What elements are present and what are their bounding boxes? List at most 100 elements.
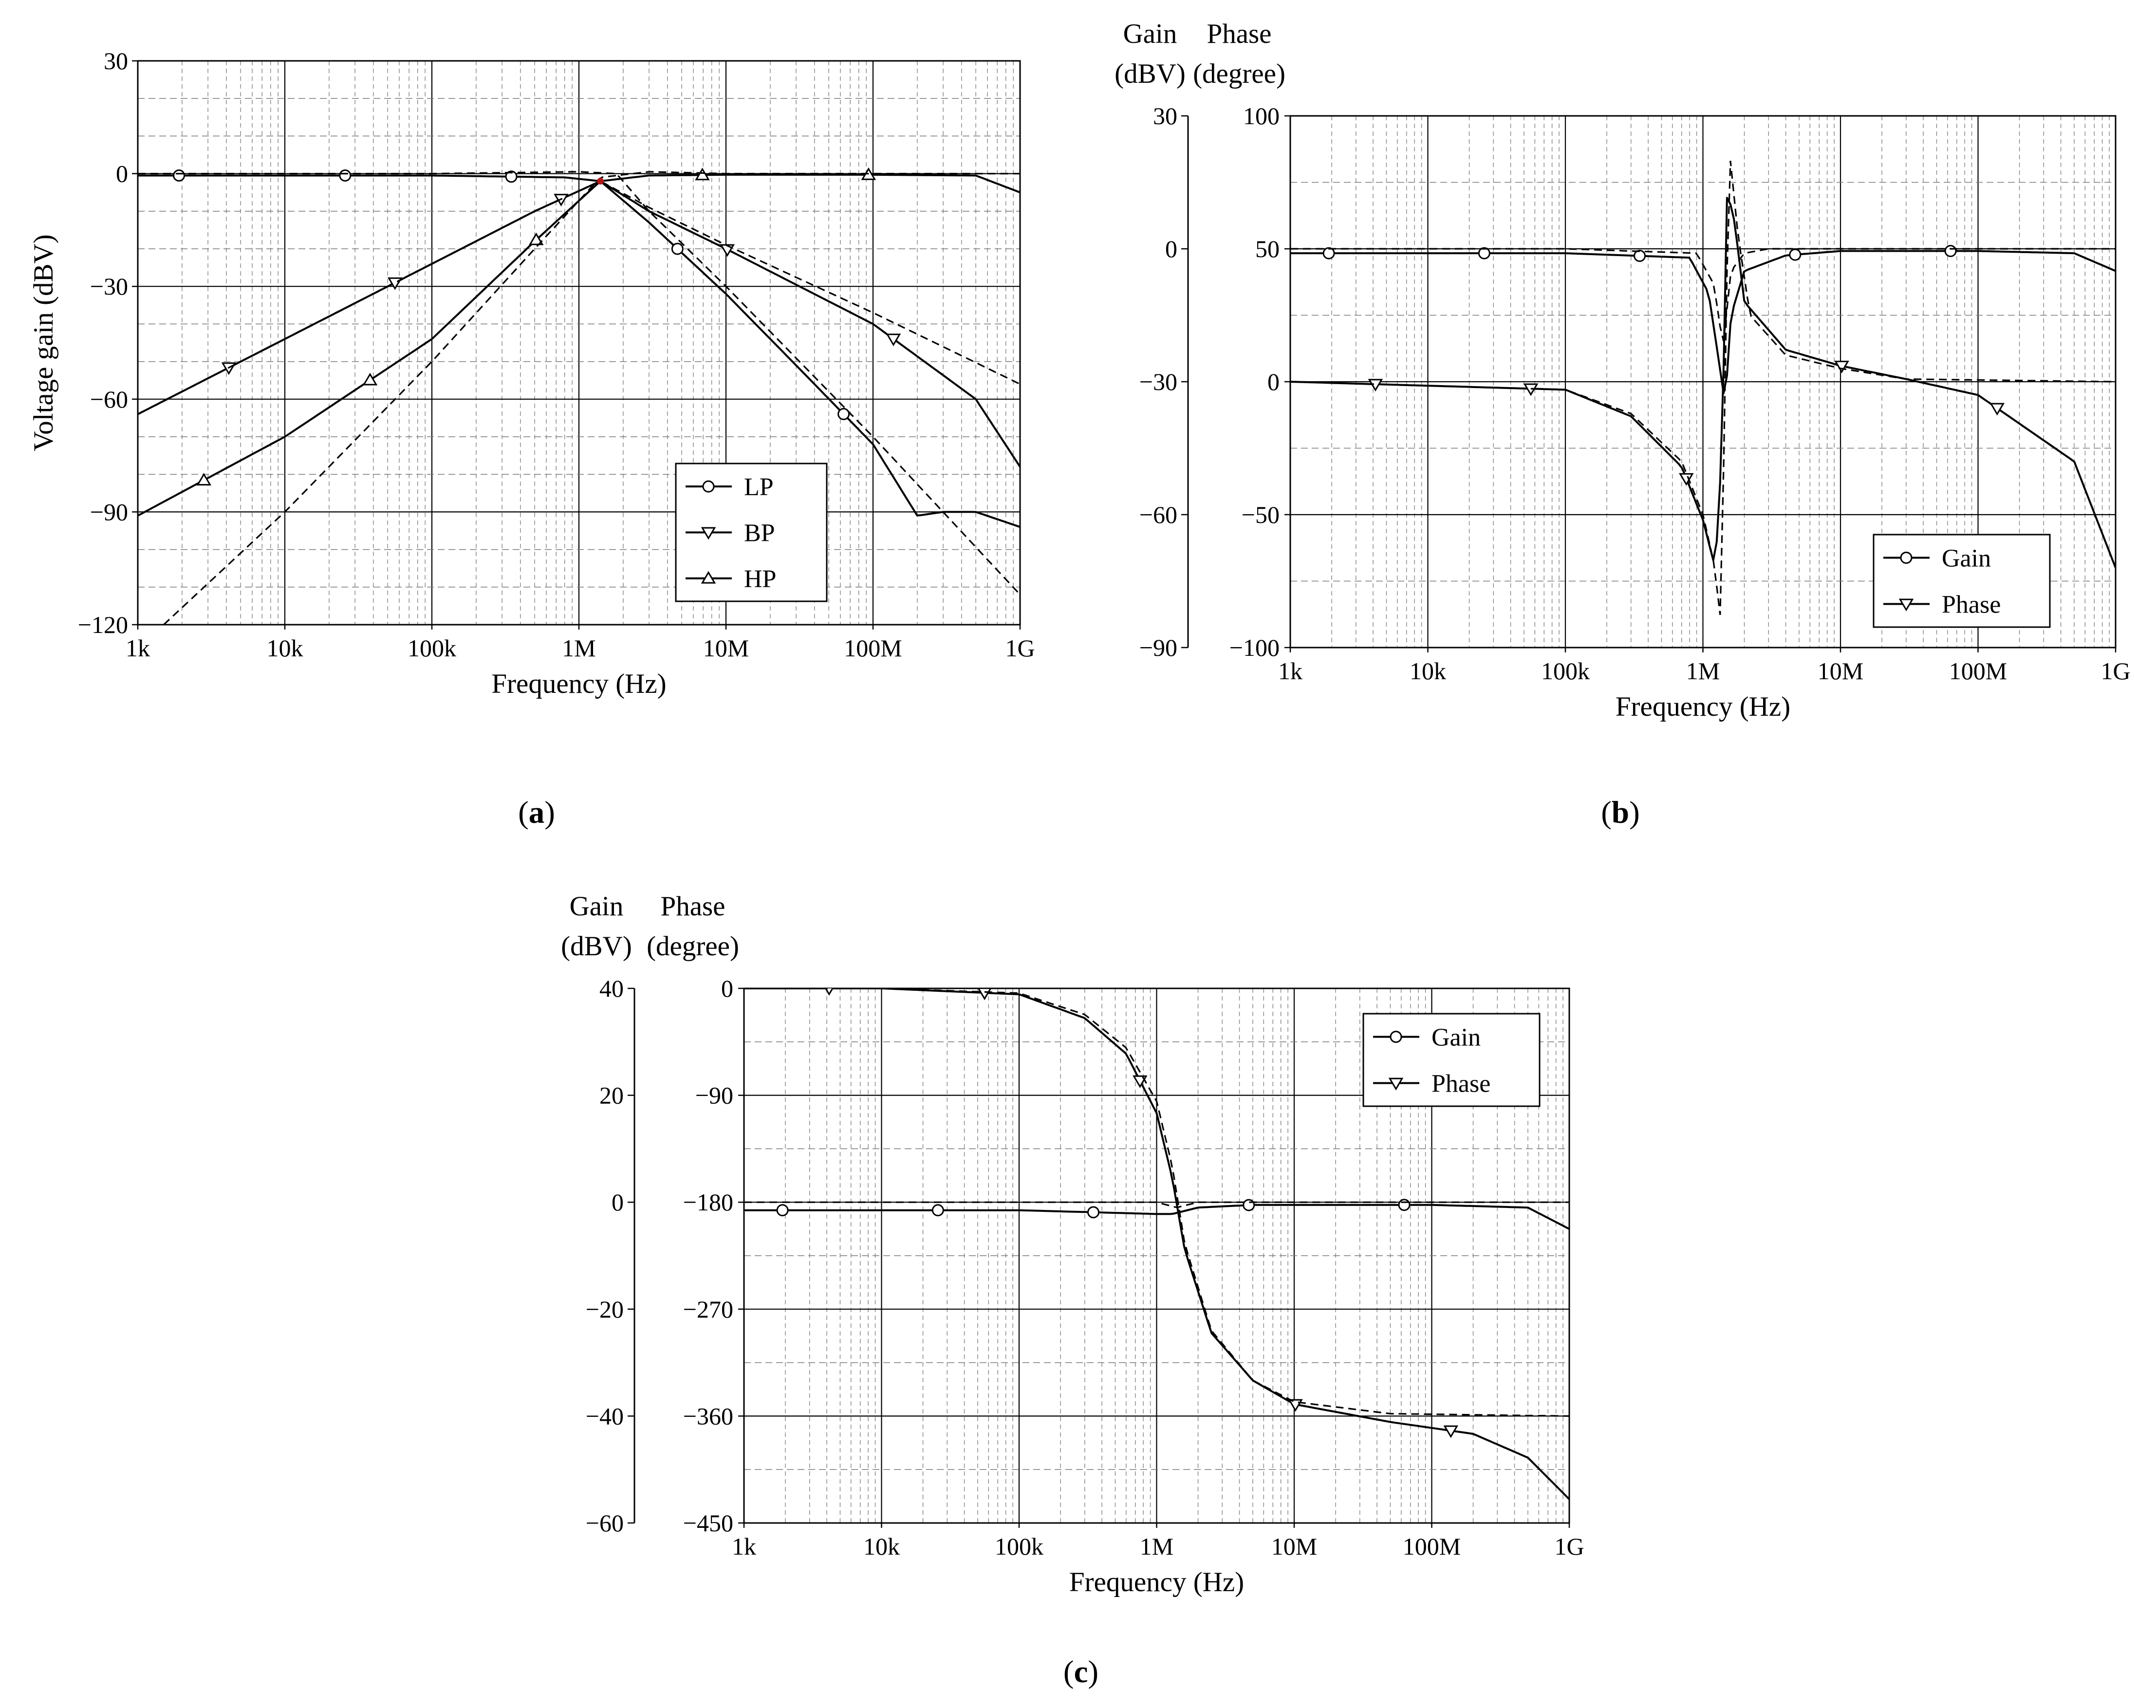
chart-c-phase-tick-label: −270 — [683, 1296, 733, 1323]
chart-c-gain-tick-label: −40 — [586, 1402, 624, 1430]
chart-b-legend-label-gain: Gain — [1942, 545, 1991, 573]
chart-c-gain-marker — [1398, 1199, 1411, 1211]
chart-c-xtick-label: 1k — [732, 1533, 756, 1560]
chart-c-caption-open: ( — [1063, 1654, 1074, 1689]
chart-c-gain-marker — [1087, 1206, 1100, 1219]
chart-b-series — [1290, 161, 2116, 615]
chart-b-legend-marker-gain — [1900, 552, 1913, 564]
chart-c-series-phase-dashed — [744, 988, 1569, 1417]
chart-a-series — [138, 167, 1020, 625]
chart-a-lp-marker — [173, 169, 186, 182]
chart-a-xtick-label: 1M — [562, 634, 595, 662]
chart-c-xtick-label: 100k — [995, 1533, 1043, 1560]
chart-c-gain-tick-label: 0 — [612, 1188, 624, 1216]
chart-c-legend-label-gain: Gain — [1431, 1024, 1481, 1052]
chart-b-gain-label-line1: Gain — [1123, 19, 1177, 49]
chart-b-xtick-label: 1M — [1686, 657, 1720, 685]
chart-a: 1k 10k 100k 1M 10M 100M 1G Frequency (Hz) 30 0 −30… — [28, 47, 1035, 830]
chart-c-gain-marker — [1243, 1199, 1255, 1211]
chart-a-hp-marker — [196, 473, 212, 486]
chart-c-xtick-label: 100M — [1403, 1533, 1461, 1560]
chart-a-xtick-label: 10k — [267, 634, 303, 662]
chart-a-ytick-label: 30 — [104, 47, 128, 74]
chart-a-series-hp — [138, 173, 1020, 517]
chart-a-caption-letter: a — [529, 795, 545, 830]
chart-c-gain-marker — [931, 1204, 944, 1217]
chart-c-phase-tick-label: −180 — [683, 1188, 733, 1216]
chart-a-xtick-label: 10M — [703, 634, 749, 662]
chart-b-gain-tick-label: 30 — [1153, 102, 1177, 130]
chart-c-xtick-label: 10k — [863, 1533, 900, 1560]
chart-a-xlabel: Frequency (Hz) — [491, 668, 666, 699]
chart-b-gain-marker — [1789, 248, 1802, 261]
chart-c-gain-label-line2: (dBV) — [561, 931, 632, 962]
chart-b-series-gain-dashed — [1290, 248, 2116, 342]
chart-b-phase-tick-label: 50 — [1255, 235, 1280, 262]
chart-b-xtick-label: 1G — [2100, 657, 2130, 685]
chart-a-series-lp-dashed — [138, 171, 1020, 595]
chart-b-xtick-label: 10M — [1818, 657, 1863, 685]
chart-a-hp-marker — [695, 167, 710, 181]
chart-b-gain-tick-label: 0 — [1165, 235, 1177, 262]
chart-c-phase-label-line1: Phase — [661, 891, 725, 922]
chart-b-caption-close: ) — [1629, 795, 1640, 830]
chart-b-xlabel: Frequency (Hz) — [1616, 691, 1790, 722]
chart-c-series-phase — [744, 988, 1569, 1500]
chart-c-phase-tick-label: −90 — [695, 1082, 733, 1109]
chart-c-series-gain-dashed — [744, 1201, 1569, 1208]
chart-b-legend: Gain Phase — [1873, 534, 2051, 628]
chart-c-gain-label-line1: Gain — [570, 891, 624, 922]
chart-b-gain-marker — [1322, 247, 1335, 260]
chart-b-gain-tick-label: −90 — [1139, 634, 1177, 661]
chart-c-gain-tick-label: 20 — [599, 1082, 624, 1109]
chart-b-grid — [1290, 116, 2116, 648]
chart-a-legend-label-lp: LP — [744, 473, 774, 501]
chart-a-series-bp-dashed — [138, 180, 1020, 415]
chart-c-phase-tick-label: 0 — [721, 975, 733, 1002]
chart-a-hp-marker — [362, 372, 378, 386]
chart-a-lp-marker — [339, 169, 352, 182]
chart-a-ytick-label: −30 — [90, 273, 128, 300]
chart-a-ylabel: Voltage gain (dBV) — [28, 234, 59, 451]
chart-a-lp-marker — [671, 242, 684, 255]
chart-b-gain-marker — [1634, 250, 1646, 262]
chart-a-ytick-label: 0 — [116, 160, 128, 187]
chart-b-gain-tick-label: −60 — [1139, 501, 1177, 528]
chart-b-series-phase-dashed — [1290, 161, 2116, 615]
chart-c-phase-tick-label: −360 — [683, 1402, 733, 1430]
chart-c-caption: (c) — [1063, 1654, 1098, 1689]
chart-b-xtick-label: 10k — [1410, 657, 1446, 685]
chart-a-ytick-label: −60 — [90, 386, 128, 413]
chart-a-series-lp — [138, 174, 1020, 528]
chart-b-legend-box — [1873, 534, 2051, 628]
chart-a-ytick-label: −90 — [90, 498, 128, 525]
chart-a-caption: (a) — [518, 795, 555, 830]
chart-a-legend-label-bp: BP — [744, 520, 775, 547]
chart-a-crossover-point — [597, 178, 604, 185]
chart-c-gain-marker — [776, 1204, 789, 1217]
chart-c-legend-marker-gain — [1390, 1031, 1402, 1043]
chart-c-phase-label-line2: (degree) — [647, 931, 739, 962]
chart-a-legend: LP BP HP — [675, 463, 828, 602]
chart-c-series-gain — [744, 1204, 1569, 1230]
chart-b-series-gain — [1290, 250, 2116, 394]
chart-c-xtick-label: 1G — [1554, 1533, 1584, 1560]
chart-c-phase-marker — [977, 988, 992, 1001]
chart-c-gain-tick-label: 40 — [599, 975, 624, 1002]
chart-c-caption-close: ) — [1088, 1654, 1098, 1689]
chart-c-phase-marker — [1443, 1425, 1459, 1438]
chart-b-gain-marker — [1944, 245, 1957, 258]
chart-c-legend-label-phase: Phase — [1431, 1070, 1490, 1098]
chart-a-legend-label-hp: HP — [744, 565, 776, 593]
chart-c-legend: Gain Phase — [1362, 1013, 1541, 1107]
chart-b-legend-label-phase: Phase — [1942, 591, 2001, 619]
chart-a-xtick-label: 1G — [1005, 634, 1035, 662]
chart-c-gain-tick-label: −20 — [586, 1296, 624, 1323]
chart-b-gain-tick-label: −30 — [1139, 368, 1177, 395]
chart-a-grid — [138, 61, 1020, 625]
chart-a-legend-marker-hp — [701, 571, 716, 584]
chart-b-legend-marker-phase — [1898, 598, 1914, 612]
chart-a-legend-marker-lp — [702, 480, 715, 493]
chart-c-legend-box — [1362, 1013, 1541, 1107]
